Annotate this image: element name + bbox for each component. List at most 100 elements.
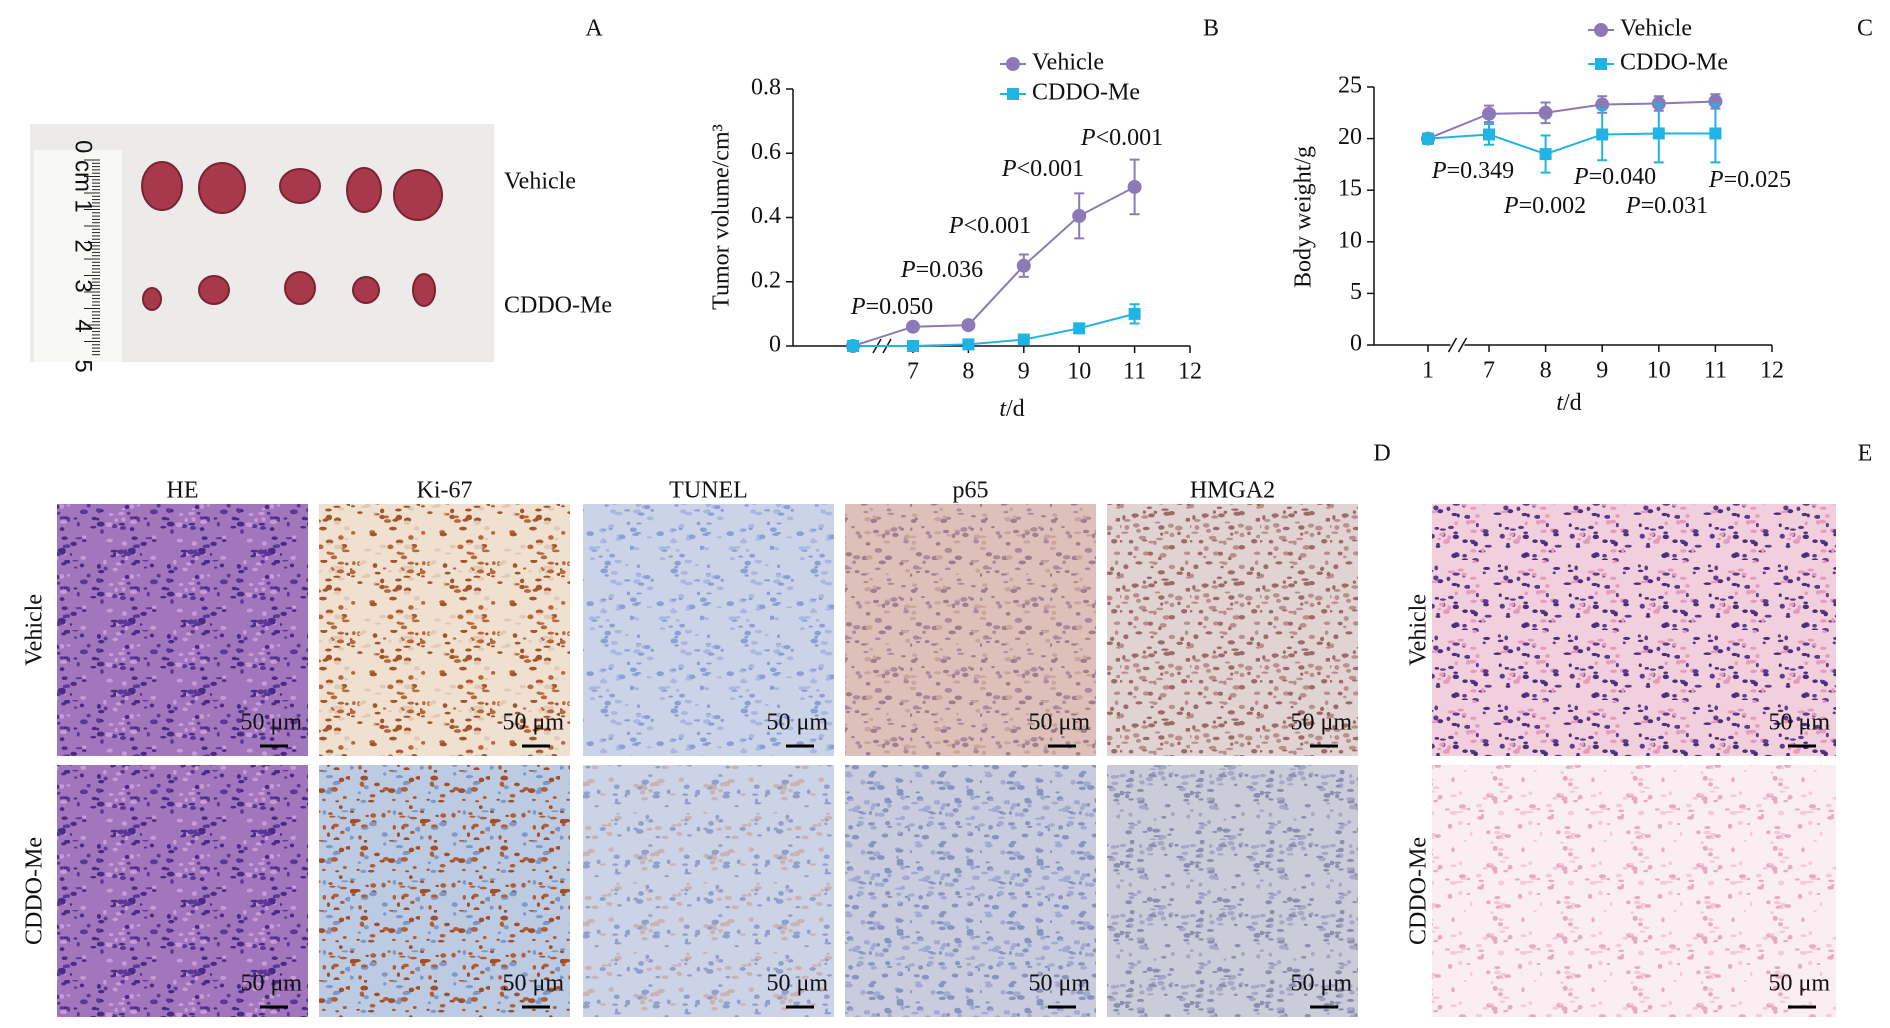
- ruler-label: 0 cm: [70, 140, 97, 192]
- column-label: p65: [953, 478, 989, 504]
- tumor: [352, 276, 380, 304]
- legend-marker: [1006, 57, 1020, 71]
- tumor: [284, 271, 316, 305]
- data-point: [847, 340, 859, 352]
- p-value: P<0.001: [1080, 125, 1163, 151]
- y-tick-label: 25: [1338, 73, 1362, 99]
- scale-bar-label: 50 μm: [1768, 971, 1830, 997]
- tumor: [279, 168, 321, 204]
- tumor: [412, 273, 436, 307]
- data-point: [1709, 127, 1722, 140]
- data-point: [1072, 208, 1087, 223]
- p-value: P<0.001: [948, 213, 1031, 239]
- tumor: [393, 169, 443, 221]
- histology-image: [1432, 765, 1836, 1017]
- ruler-label: 3: [70, 279, 97, 292]
- panel-label: D: [1373, 441, 1390, 467]
- ruler: [34, 150, 122, 362]
- histology-image: [845, 504, 1096, 756]
- p-value: P=0.002: [1503, 193, 1586, 219]
- chart: 0 0.2 0.4 0.6 0.8 7 8 9 10 11 12 Tumor volume/cm³ t/…: [709, 50, 1203, 422]
- data-point: [1127, 179, 1142, 194]
- y-axis-label: Tumor volume/cm³: [709, 124, 735, 310]
- histology-image: [57, 765, 308, 1017]
- group-label: CDDO-Me: [504, 293, 612, 319]
- panel-label: B: [1203, 16, 1219, 42]
- x-tick-label: 8: [1540, 358, 1552, 384]
- p-value: P=0.040: [1573, 164, 1656, 190]
- legend-marker: [1594, 23, 1608, 37]
- photo-panel: [30, 124, 494, 362]
- data-point: [1128, 307, 1141, 320]
- x-tick-label: 9: [1596, 358, 1608, 384]
- series-line: [1427, 132, 1716, 156]
- ruler-label: 5: [70, 359, 97, 372]
- legend-label: CDDO-Me: [1620, 50, 1728, 76]
- scale-bar-label: 50 μm: [240, 710, 302, 736]
- data-point: [1652, 127, 1665, 140]
- x-tick-label: 7: [1483, 358, 1495, 384]
- axis-break: [1447, 337, 1458, 353]
- data-point: [961, 318, 976, 333]
- scale-bar-label: 50 μm: [1028, 971, 1090, 997]
- data-point: [1483, 128, 1495, 141]
- scale-bar-label: 50 μm: [1290, 971, 1352, 997]
- scale-bar-label: 50 μm: [502, 971, 564, 997]
- scale-bar-label: 50 μm: [766, 971, 828, 997]
- p-value: P<0.001: [1001, 156, 1084, 182]
- legend-marker: [1007, 88, 1019, 100]
- legend-marker: [1595, 58, 1607, 70]
- row-label: CDDO-Me: [1406, 837, 1432, 945]
- ruler-label: 1: [70, 199, 97, 212]
- histology-image: [583, 765, 834, 1017]
- series-line: [852, 186, 1136, 347]
- p-value: P=0.036: [900, 257, 983, 283]
- x-tick-label: 10: [1647, 358, 1671, 384]
- tumors: [141, 161, 443, 311]
- scale-bar-label: 50 μm: [1028, 710, 1090, 736]
- scale-bar-label: 50 μm: [1768, 710, 1830, 736]
- y-tick-label: 0.6: [751, 139, 781, 165]
- x-tick-label: 11: [1123, 359, 1146, 385]
- column-label: HMGA2: [1190, 478, 1275, 504]
- data-point: [1017, 333, 1030, 346]
- tumor: [198, 162, 246, 214]
- scale-bar-label: 50 μm: [240, 971, 302, 997]
- chart: 0 5 10 15 20 25 1 7 8 9 10 11 12 Body weight/g t/d Vehi…: [1291, 16, 1792, 416]
- y-tick-label: 0: [769, 332, 781, 358]
- x-axis-label: t/d: [999, 396, 1024, 422]
- tumor: [141, 161, 183, 211]
- row-label: CDDO-Me: [22, 837, 48, 945]
- p-value: P=0.050: [850, 294, 933, 320]
- histology-image: [57, 504, 308, 756]
- histology-image: [1107, 765, 1358, 1017]
- histology-image: [1107, 504, 1358, 756]
- scale-bar-label: 50 μm: [1290, 710, 1352, 736]
- p-value: P=0.025: [1708, 167, 1791, 193]
- x-tick-label: 12: [1178, 359, 1202, 385]
- y-tick-label: 0.8: [751, 75, 781, 101]
- data-point: [1539, 148, 1552, 161]
- x-tick-label: 12: [1760, 358, 1784, 384]
- x-tick-label: 11: [1704, 358, 1727, 384]
- histology-image: [583, 504, 834, 756]
- tumor: [142, 287, 162, 311]
- legend-label: Vehicle: [1620, 16, 1692, 42]
- tumor: [346, 167, 382, 213]
- histology-image: [319, 765, 570, 1017]
- data-point: [1651, 96, 1666, 111]
- y-tick-label: 0.4: [751, 203, 781, 229]
- scale-bar-label: 50 μm: [766, 710, 828, 736]
- histology-image: [1432, 504, 1836, 756]
- row-label: Vehicle: [22, 594, 48, 666]
- scale-bar-label: 50 μm: [502, 710, 564, 736]
- y-tick-label: 20: [1338, 124, 1362, 150]
- x-tick-label: 10: [1067, 359, 1091, 385]
- column-label: HE: [167, 478, 199, 504]
- axis-break: [1457, 337, 1468, 353]
- x-tick-label: 8: [962, 359, 974, 385]
- y-tick-label: 0.2: [751, 267, 781, 293]
- y-axis-label: Body weight/g: [1291, 146, 1317, 288]
- data-point: [1538, 105, 1553, 120]
